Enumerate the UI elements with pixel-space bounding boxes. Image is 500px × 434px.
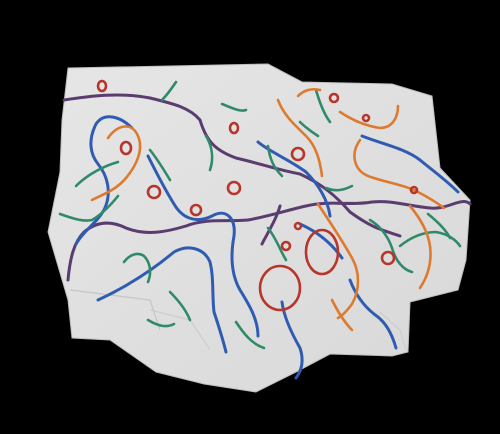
scribble-line: [368, 218, 414, 274]
scribble-line: [160, 80, 178, 102]
loop-mark: [361, 113, 371, 123]
paper-crease: [379, 311, 407, 351]
scribble-line: [408, 204, 432, 290]
scribble-line: [62, 93, 402, 238]
loop-mark: [328, 92, 340, 104]
red-loops: [96, 79, 419, 312]
orange-scribbles: [90, 87, 446, 332]
scribble-line: [58, 194, 120, 222]
loop-mark: [228, 121, 240, 135]
paper-crease: [69, 289, 161, 331]
loop-mark: [380, 250, 396, 266]
loop-mark: [226, 180, 242, 196]
scribble-line: [234, 320, 266, 350]
scribble-line: [74, 160, 120, 188]
scribble-line: [74, 115, 134, 246]
loop-mark: [258, 264, 302, 312]
loop-mark: [119, 140, 133, 156]
loop-mark: [290, 146, 306, 162]
scribble-line: [316, 202, 360, 320]
loop-mark: [409, 185, 419, 195]
scribble-line: [146, 318, 176, 328]
scribble-line: [296, 87, 322, 98]
scribble-line: [276, 98, 324, 178]
loop-mark: [293, 221, 303, 231]
scribble-line: [266, 226, 288, 262]
scribble-line: [338, 104, 400, 130]
scribble-line: [330, 298, 354, 332]
scribble-line: [220, 102, 248, 112]
scribble-line: [360, 134, 460, 194]
scribble-line: [314, 88, 332, 124]
scribble-line: [204, 134, 214, 172]
scribble-line: [260, 204, 282, 246]
scribble-line: [96, 246, 228, 354]
loop-mark: [96, 79, 108, 93]
scribble-line: [280, 300, 304, 380]
scribble-line: [266, 144, 284, 178]
loop-mark: [304, 228, 340, 276]
scribble-line: [146, 154, 260, 338]
scribble-line: [90, 125, 142, 202]
scribble-line: [324, 184, 354, 192]
scribble-line: [298, 222, 344, 260]
scribble-line: [398, 230, 462, 248]
loop-mark: [280, 240, 292, 252]
scribble-line: [256, 140, 332, 218]
loop-mark: [146, 184, 162, 200]
scribble-line: [353, 138, 446, 210]
green-scribbles: [58, 80, 462, 350]
scribble-line: [298, 120, 320, 138]
scribble-line: [122, 252, 152, 284]
scribble-line: [426, 212, 452, 240]
loop-mark: [189, 203, 203, 217]
blue-scribbles: [74, 115, 460, 380]
scribble-line: [148, 148, 172, 182]
scribble-line: [168, 290, 192, 322]
